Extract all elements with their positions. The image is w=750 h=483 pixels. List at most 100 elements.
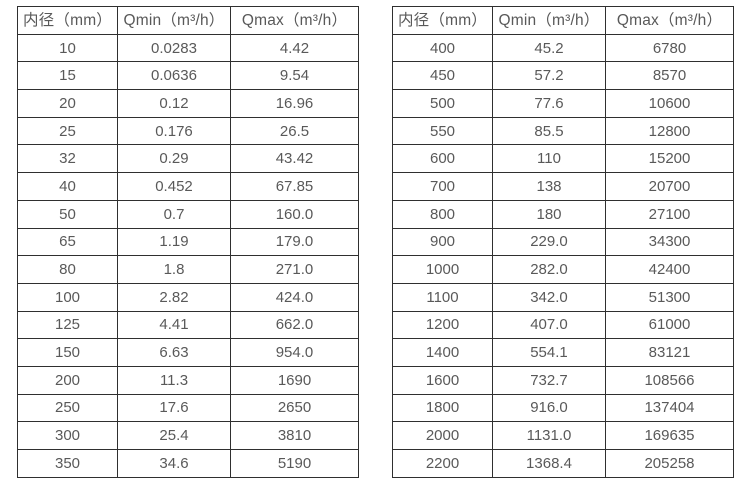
diameter-cell: 1400 bbox=[392, 338, 493, 367]
qmin-cell: 1368.4 bbox=[492, 449, 606, 478]
qmax-cell: 205258 bbox=[605, 449, 734, 478]
diameter-cell: 800 bbox=[392, 199, 493, 229]
table-row: 50 0.7 160.0 bbox=[17, 199, 359, 229]
table-row: 1100 342.0 51300 bbox=[392, 282, 734, 312]
qmin-cell: 25.4 bbox=[117, 421, 231, 450]
qmin-cell: 2.82 bbox=[117, 282, 231, 312]
diameter-cell: 2000 bbox=[392, 421, 493, 450]
diameter-cell: 900 bbox=[392, 227, 493, 257]
qmax-cell: 15200 bbox=[605, 144, 734, 174]
table-row: 2000 1131.0 169635 bbox=[392, 421, 734, 450]
qmin-cell: 180 bbox=[492, 199, 606, 229]
table-row: 250 17.6 2650 bbox=[17, 393, 359, 423]
table-row: 300 25.4 3810 bbox=[17, 421, 359, 450]
diameter-cell: 600 bbox=[392, 144, 493, 174]
table-row: 10 0.0283 4.42 bbox=[17, 33, 359, 63]
table-row: 1200 407.0 61000 bbox=[392, 310, 734, 340]
diameter-cell: 550 bbox=[392, 116, 493, 146]
qmax-column-header: Qmax（m³/h） bbox=[230, 6, 359, 35]
diameter-cell: 15 bbox=[17, 61, 118, 91]
diameter-cell: 700 bbox=[392, 172, 493, 201]
qmax-cell: 271.0 bbox=[230, 255, 359, 284]
flow-rate-table-large-diameters: 内径（mm） Qmin（m³/h） Qmax（m³/h） 400 45.2 6780 450… bbox=[392, 6, 734, 478]
qmax-cell: 26.5 bbox=[230, 116, 359, 146]
qmax-cell: 9.54 bbox=[230, 61, 359, 91]
table-row: 32 0.29 43.42 bbox=[17, 144, 359, 174]
table-row: 40 0.452 67.85 bbox=[17, 172, 359, 201]
table-row: 550 85.5 12800 bbox=[392, 116, 734, 146]
table-row: 1400 554.1 83121 bbox=[392, 338, 734, 367]
qmax-cell: 10600 bbox=[605, 89, 734, 118]
table-row: 100 2.82 424.0 bbox=[17, 282, 359, 312]
table-row: 1000 282.0 42400 bbox=[392, 255, 734, 284]
qmin-cell: 34.6 bbox=[117, 449, 231, 478]
qmin-column-header: Qmin（m³/h） bbox=[117, 6, 231, 35]
table-row: 125 4.41 662.0 bbox=[17, 310, 359, 340]
diameter-cell: 1200 bbox=[392, 310, 493, 340]
qmin-cell: 0.7 bbox=[117, 199, 231, 229]
diameter-cell: 1600 bbox=[392, 365, 493, 395]
table-row: 15 0.0636 9.54 bbox=[17, 61, 359, 91]
table-row: 800 180 27100 bbox=[392, 199, 734, 229]
qmax-column-header: Qmax（m³/h） bbox=[605, 6, 734, 35]
qmax-cell: 67.85 bbox=[230, 172, 359, 201]
diameter-cell: 250 bbox=[17, 393, 118, 423]
qmin-cell: 0.0283 bbox=[117, 33, 231, 63]
qmax-cell: 169635 bbox=[605, 421, 734, 450]
diameter-cell: 350 bbox=[17, 449, 118, 478]
diameter-cell: 500 bbox=[392, 89, 493, 118]
diameter-cell: 300 bbox=[17, 421, 118, 450]
qmin-cell: 916.0 bbox=[492, 393, 606, 423]
diameter-cell: 125 bbox=[17, 310, 118, 340]
flow-rate-table-small-diameters: 内径（mm） Qmin（m³/h） Qmax（m³/h） 10 0.0283 4.42 15… bbox=[17, 6, 359, 478]
qmax-cell: 2650 bbox=[230, 393, 359, 423]
diameter-column-header: 内径（mm） bbox=[392, 6, 493, 35]
qmax-cell: 1690 bbox=[230, 365, 359, 395]
table-row: 700 138 20700 bbox=[392, 172, 734, 201]
diameter-cell: 1800 bbox=[392, 393, 493, 423]
qmax-cell: 83121 bbox=[605, 338, 734, 367]
qmin-cell: 407.0 bbox=[492, 310, 606, 340]
qmin-cell: 1131.0 bbox=[492, 421, 606, 450]
table-row: 25 0.176 26.5 bbox=[17, 116, 359, 146]
qmax-cell: 61000 bbox=[605, 310, 734, 340]
diameter-cell: 150 bbox=[17, 338, 118, 367]
diameter-cell: 200 bbox=[17, 365, 118, 395]
qmin-column-header: Qmin（m³/h） bbox=[492, 6, 606, 35]
diameter-cell: 20 bbox=[17, 89, 118, 118]
qmax-cell: 34300 bbox=[605, 227, 734, 257]
table-row: 1800 916.0 137404 bbox=[392, 393, 734, 423]
table-row: 150 6.63 954.0 bbox=[17, 338, 359, 367]
table-row: 65 1.19 179.0 bbox=[17, 227, 359, 257]
qmin-cell: 77.6 bbox=[492, 89, 606, 118]
diameter-cell: 50 bbox=[17, 199, 118, 229]
qmax-cell: 424.0 bbox=[230, 282, 359, 312]
qmin-cell: 732.7 bbox=[492, 365, 606, 395]
qmin-cell: 6.63 bbox=[117, 338, 231, 367]
qmin-cell: 229.0 bbox=[492, 227, 606, 257]
qmax-cell: 16.96 bbox=[230, 89, 359, 118]
diameter-cell: 25 bbox=[17, 116, 118, 146]
qmax-cell: 43.42 bbox=[230, 144, 359, 174]
table-row: 20 0.12 16.96 bbox=[17, 89, 359, 118]
qmin-cell: 0.452 bbox=[117, 172, 231, 201]
qmax-cell: 51300 bbox=[605, 282, 734, 312]
diameter-cell: 1100 bbox=[392, 282, 493, 312]
diameter-cell: 100 bbox=[17, 282, 118, 312]
qmin-cell: 1.8 bbox=[117, 255, 231, 284]
diameter-cell: 1000 bbox=[392, 255, 493, 284]
qmin-cell: 4.41 bbox=[117, 310, 231, 340]
qmin-cell: 0.12 bbox=[117, 89, 231, 118]
qmax-cell: 20700 bbox=[605, 172, 734, 201]
qmin-cell: 0.176 bbox=[117, 116, 231, 146]
qmin-cell: 0.0636 bbox=[117, 61, 231, 91]
qmin-cell: 45.2 bbox=[492, 33, 606, 63]
qmin-cell: 554.1 bbox=[492, 338, 606, 367]
qmax-cell: 954.0 bbox=[230, 338, 359, 367]
diameter-cell: 80 bbox=[17, 255, 118, 284]
table-row: 350 34.6 5190 bbox=[17, 449, 359, 478]
qmin-cell: 138 bbox=[492, 172, 606, 201]
table-row: 2200 1368.4 205258 bbox=[392, 449, 734, 478]
table-row: 500 77.6 10600 bbox=[392, 89, 734, 118]
qmin-cell: 17.6 bbox=[117, 393, 231, 423]
